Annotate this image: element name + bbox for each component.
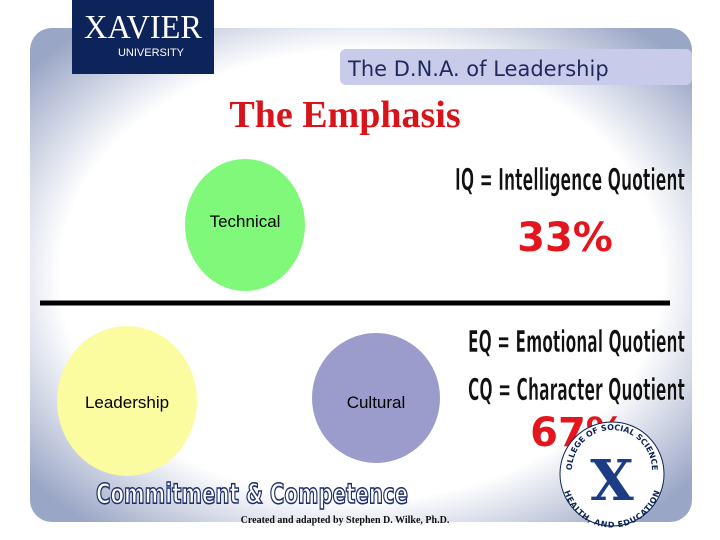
logo-box: [72, 0, 214, 74]
slide-title: The Emphasis: [229, 94, 460, 136]
top-share: 33%: [517, 215, 613, 261]
banner-box: [340, 49, 692, 85]
banner-text: The D.N.A. of Leadership: [347, 57, 609, 81]
badge-ring: [559, 421, 665, 527]
technical-label: Technical: [210, 212, 281, 231]
cq-formula: CQ = Character Quotient: [468, 373, 685, 408]
slogan: Commitment & Competence: [96, 477, 408, 510]
leadership-label: Leadership: [85, 393, 169, 412]
logo-name: XAVIER: [84, 9, 202, 46]
cultural-label: Cultural: [347, 393, 406, 412]
logo-subtitle: UNIVERSITY: [118, 47, 185, 59]
cultural-circle: [312, 333, 440, 463]
technical-circle: [185, 159, 305, 291]
credit: Created and adapted by Stephen D. Wilke,…: [241, 515, 450, 526]
badge-mark: X: [590, 448, 634, 514]
iq-formula: IQ = Intelligence Quotient: [455, 163, 685, 198]
eq-formula: EQ = Emotional Quotient: [468, 325, 685, 360]
leadership-circle: [57, 326, 197, 476]
